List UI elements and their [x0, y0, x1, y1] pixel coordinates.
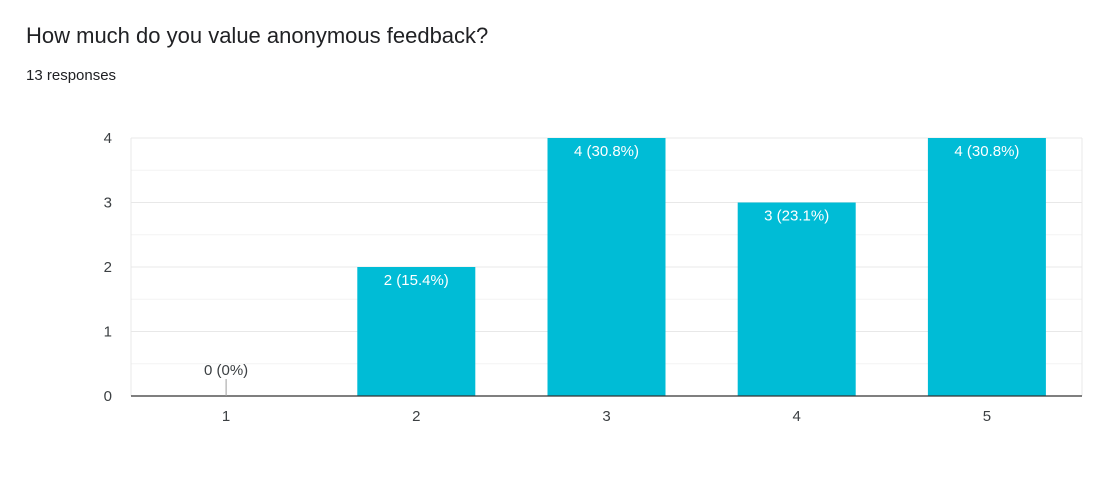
bar-data-label: 3 (23.1%)	[764, 208, 829, 225]
y-tick-label: 4	[104, 130, 112, 147]
bar	[357, 267, 476, 396]
bar-data-label: 2 (15.4%)	[384, 272, 449, 289]
y-tick-label: 3	[104, 195, 112, 212]
bar	[927, 138, 1046, 396]
x-tick-label: 5	[983, 408, 991, 425]
bar-data-label: 4 (30.8%)	[574, 143, 639, 160]
bar	[547, 138, 666, 396]
chart-axes: 0 1 2 3 4 1 2 3 4 5	[104, 130, 1082, 425]
y-tick-label: 2	[104, 259, 112, 276]
chart-data-labels: 0 (0%) 2 (15.4%) 4 (30.8%) 3 (23.1%) 4 (30.8…	[204, 143, 1019, 396]
chart-bars	[357, 138, 1046, 396]
x-tick-label: 2	[412, 408, 420, 425]
x-tick-label: 1	[222, 408, 230, 425]
bar-data-label: 0 (0%)	[204, 362, 248, 379]
y-tick-label: 0	[104, 388, 112, 405]
x-tick-label: 4	[793, 408, 801, 425]
question-title: How much do you value anonymous feedback…	[26, 23, 489, 48]
x-tick-label: 3	[602, 408, 610, 425]
bar-data-label: 4 (30.8%)	[954, 143, 1019, 160]
response-count: 13 responses	[26, 67, 117, 84]
y-tick-label: 1	[104, 324, 112, 341]
bar	[737, 202, 856, 396]
